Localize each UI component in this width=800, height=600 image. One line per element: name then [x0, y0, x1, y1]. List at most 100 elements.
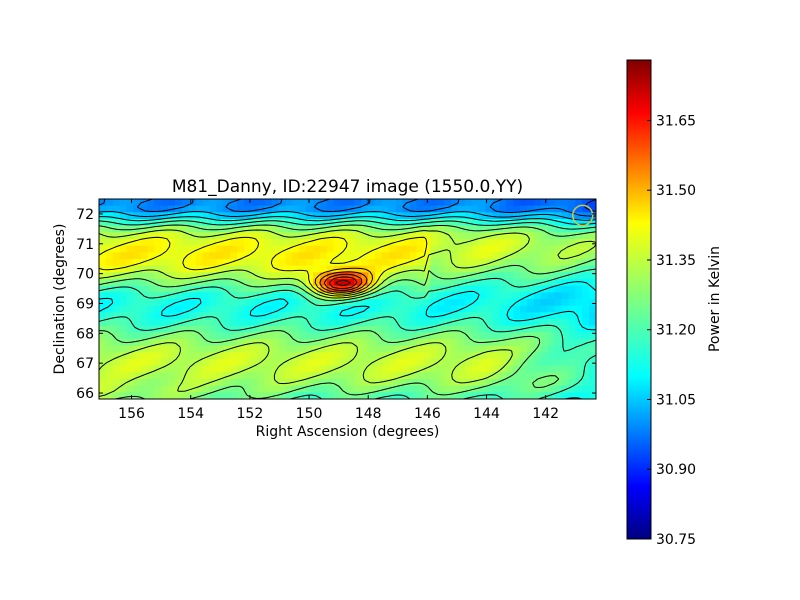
heatmap-cell [368, 265, 376, 273]
heatmap-cell [133, 232, 142, 240]
heatmap-cell [105, 239, 114, 247]
colorbar-label: Power in Kelvin [707, 246, 723, 352]
heatmap-cell [533, 332, 542, 340]
heatmap-cell [133, 252, 142, 260]
heatmap-cell [540, 212, 549, 220]
heatmap-cell [319, 385, 328, 393]
heatmap-cell [340, 325, 349, 333]
heatmap-cell [347, 199, 355, 207]
heatmap-cell [230, 372, 238, 380]
heatmap-cell [319, 252, 328, 260]
heatmap-cell [140, 372, 148, 380]
heatmap-cell [513, 285, 521, 293]
heatmap-cell [347, 245, 355, 253]
heatmap-cell [326, 232, 335, 240]
heatmap-cell [430, 199, 438, 207]
heatmap-cell [520, 265, 528, 273]
heatmap-cell [271, 365, 280, 373]
heatmap-cell [347, 385, 355, 393]
heatmap-cell [361, 279, 369, 287]
heatmap-cell [506, 205, 514, 213]
heatmap-cell [361, 245, 369, 253]
heatmap-cell [464, 199, 473, 207]
heatmap-cell [499, 319, 507, 327]
heatmap-cell [202, 305, 211, 313]
heatmap-cell [485, 385, 494, 393]
heatmap-cell [430, 379, 438, 387]
heatmap-cell [188, 299, 197, 307]
heatmap-cell [388, 359, 397, 367]
heatmap-cell [568, 305, 576, 313]
heatmap-cell [140, 312, 148, 320]
heatmap-cell [147, 265, 155, 273]
heatmap-cell [237, 319, 245, 327]
heatmap-cell [499, 265, 507, 273]
heatmap-cell [216, 352, 224, 360]
heatmap-cell [589, 339, 596, 347]
heatmap-cell [423, 265, 431, 273]
heatmap-cell [561, 259, 569, 267]
heatmap-cell [202, 299, 211, 307]
heatmap-cell [119, 265, 128, 273]
heatmap-cell [264, 219, 273, 227]
heatmap-cell [257, 359, 266, 367]
heatmap-cell [547, 379, 556, 387]
heatmap-cell [188, 239, 197, 247]
heatmap-cell [250, 285, 259, 293]
heatmap-cell [375, 312, 383, 320]
heatmap-cell [382, 319, 390, 327]
heatmap-cell [540, 372, 549, 380]
heatmap-cell [457, 252, 466, 260]
heatmap-cell [430, 205, 438, 213]
heatmap-cell [112, 365, 121, 373]
heatmap-cell [485, 265, 494, 273]
heatmap-cell [478, 292, 487, 300]
heatmap-cell [237, 385, 245, 393]
heatmap-cell [147, 385, 155, 393]
heatmap-cell [409, 312, 418, 320]
heatmap-cell [506, 245, 514, 253]
heatmap-cell [471, 325, 480, 333]
heatmap-cell [202, 352, 211, 360]
heatmap-cell [430, 292, 438, 300]
colorbar-tick-label: 31.20 [656, 323, 696, 339]
heatmap-cell [264, 305, 273, 313]
heatmap-cell [209, 305, 217, 313]
heatmap-cell [99, 299, 107, 307]
colorbar-tick-label: 31.05 [656, 392, 696, 408]
heatmap-cell [161, 299, 169, 307]
heatmap-cell [230, 345, 238, 353]
heatmap-cell [202, 325, 211, 333]
heatmap-cell [437, 365, 445, 373]
heatmap-cell [112, 352, 121, 360]
heatmap-cell [492, 319, 500, 327]
heatmap-cell [485, 332, 494, 340]
heatmap-cell [271, 232, 280, 240]
heatmap-cell [250, 259, 259, 267]
heatmap-cell [492, 392, 500, 399]
heatmap-cell [499, 352, 507, 360]
heatmap-cell [354, 379, 362, 387]
heatmap-cell [395, 332, 404, 340]
heatmap-cell [485, 339, 494, 347]
heatmap-cell [133, 379, 142, 387]
heatmap-cell [223, 372, 231, 380]
heatmap-cell [112, 279, 121, 287]
heatmap-cell [368, 372, 376, 380]
heatmap-cell [230, 352, 238, 360]
heatmap-cell [575, 359, 583, 367]
heatmap-cell [547, 339, 556, 347]
heatmap-cell [416, 199, 425, 207]
heatmap-cell [250, 219, 259, 227]
heatmap-cell [333, 352, 342, 360]
heatmap-cell [423, 259, 431, 267]
heatmap-cell [326, 385, 335, 393]
heatmap-cell [437, 339, 445, 347]
heatmap-cell [575, 352, 583, 360]
heatmap-cell [444, 232, 452, 240]
heatmap-cell [237, 359, 245, 367]
heatmap-cell [375, 299, 383, 307]
heatmap-cell [409, 279, 418, 287]
heatmap-cell [278, 319, 286, 327]
heatmap-cell [437, 232, 445, 240]
